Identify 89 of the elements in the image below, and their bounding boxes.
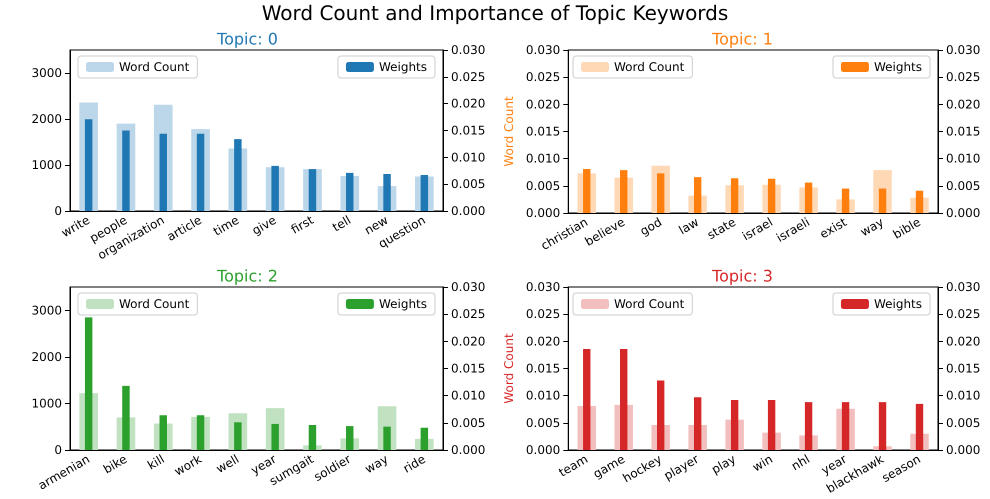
y-tick-label: 0 bbox=[54, 442, 62, 456]
legend-label: Weights bbox=[378, 60, 428, 74]
y2-tick-label: 0.010 bbox=[451, 388, 486, 402]
y-axis-title: Word Count bbox=[502, 96, 516, 167]
y-tick-label: 0.000 bbox=[526, 442, 560, 456]
y2-tick-label: 0.010 bbox=[946, 388, 980, 402]
x-tick-label: well bbox=[214, 451, 242, 476]
bar bbox=[383, 426, 391, 450]
x-tick-label: god bbox=[638, 214, 664, 238]
y2-tick-label: 0.025 bbox=[451, 306, 486, 321]
y-tick-label: 0.010 bbox=[526, 388, 560, 402]
x-tick-label: play bbox=[709, 451, 738, 476]
x-tick-label: give bbox=[250, 212, 279, 238]
y2-tick-label: 0.005 bbox=[451, 177, 486, 192]
y2-tick-label: 0.020 bbox=[946, 97, 980, 112]
y2-tick-label: 0.015 bbox=[451, 124, 486, 138]
y-tick-label: 2000 bbox=[31, 349, 62, 364]
legend-label: Word Count bbox=[614, 296, 685, 310]
x-tick-label: bible bbox=[890, 214, 924, 242]
legend-label: Weights bbox=[874, 60, 922, 74]
y2-tick-label: 0.020 bbox=[946, 334, 980, 348]
y-tick-label: 1000 bbox=[31, 396, 62, 410]
y2-tick-label: 0.015 bbox=[451, 361, 486, 375]
y2-tick-label: 0.005 bbox=[946, 178, 980, 193]
x-tick-label: nhl bbox=[789, 451, 812, 473]
y-tick-label: 0.015 bbox=[526, 124, 560, 138]
chart-title: Topic: 2 bbox=[216, 266, 278, 285]
y2-tick-label: 0.030 bbox=[451, 280, 486, 294]
x-tick-label: first bbox=[288, 212, 316, 237]
y-tick-label: 1000 bbox=[31, 158, 62, 172]
y-tick-label: 0.005 bbox=[526, 415, 560, 430]
y-tick-label: 0.000 bbox=[526, 206, 560, 220]
x-tick-label: way bbox=[858, 214, 886, 240]
y2-tick-label: 0.000 bbox=[451, 204, 486, 218]
y2-tick-label: 0.005 bbox=[946, 415, 980, 430]
legend-label: Word Count bbox=[119, 60, 190, 74]
y-tick-label: 0.030 bbox=[526, 43, 560, 57]
text: Word Count and Importance of Topic Keywords bbox=[260, 0, 730, 26]
y-axis-title: Word Count bbox=[502, 332, 516, 404]
y2-tick-label: 0.010 bbox=[451, 150, 486, 164]
y-tick-label: 0.025 bbox=[526, 306, 560, 321]
bar bbox=[271, 423, 279, 450]
bar bbox=[234, 422, 242, 450]
y2-tick-label: 0.015 bbox=[946, 361, 980, 375]
y-tick-label: 0.010 bbox=[526, 152, 560, 166]
y2-tick-label: 0.030 bbox=[451, 43, 486, 57]
y2-tick-label: 0.030 bbox=[946, 280, 980, 294]
x-tick-label: work bbox=[172, 451, 204, 478]
legend-label: Word Count bbox=[614, 60, 685, 74]
legend-label: Weights bbox=[874, 296, 922, 310]
bar bbox=[160, 134, 167, 211]
chart-title: Topic: 1 bbox=[711, 30, 773, 48]
x-tick-label: bike bbox=[100, 451, 130, 476]
x-tick-label: state bbox=[704, 214, 738, 242]
x-tick-label: way bbox=[362, 451, 391, 476]
y-tick-label: 0.020 bbox=[526, 97, 560, 112]
chart-title: Topic: 0 bbox=[216, 30, 278, 48]
y-tick-label: 0.025 bbox=[526, 70, 560, 84]
x-tick-label: law bbox=[676, 214, 702, 238]
y2-tick-label: 0.025 bbox=[946, 306, 980, 321]
bar bbox=[878, 188, 886, 213]
y2-tick-label: 0.005 bbox=[451, 415, 486, 430]
x-tick-label: kill bbox=[145, 451, 167, 472]
x-tick-label: tell bbox=[330, 212, 354, 234]
y-tick-label: 3000 bbox=[31, 302, 62, 317]
y2-tick-label: 0.015 bbox=[946, 124, 980, 138]
legend-label: Word Count bbox=[119, 296, 190, 310]
y2-tick-label: 0.000 bbox=[946, 206, 980, 220]
x-tick-label: exist bbox=[817, 214, 850, 242]
x-tick-label: win bbox=[750, 451, 776, 474]
y2-tick-label: 0.025 bbox=[946, 70, 980, 84]
y2-tick-label: 0.000 bbox=[946, 442, 980, 456]
y2-tick-label: 0.025 bbox=[451, 70, 486, 84]
y-tick-label: 0.015 bbox=[526, 361, 560, 375]
chart-title: Topic: 3 bbox=[711, 266, 773, 285]
y-tick-label: 0.030 bbox=[526, 280, 560, 294]
y-tick-label: 0.005 bbox=[526, 178, 560, 193]
y-tick-label: 0.020 bbox=[526, 334, 560, 348]
y2-tick-label: 0.000 bbox=[451, 442, 486, 456]
y-tick-label: 2000 bbox=[31, 112, 62, 126]
y2-tick-label: 0.010 bbox=[946, 152, 980, 166]
legend-label: Weights bbox=[378, 296, 428, 310]
x-tick-label: ride bbox=[400, 451, 428, 476]
y2-tick-label: 0.030 bbox=[946, 43, 980, 57]
x-tick-label: time bbox=[210, 212, 242, 239]
y-tick-label: 0 bbox=[54, 204, 62, 218]
y2-tick-label: 0.020 bbox=[451, 334, 486, 348]
y2-tick-label: 0.020 bbox=[451, 96, 486, 111]
y-tick-label: 3000 bbox=[31, 66, 62, 80]
